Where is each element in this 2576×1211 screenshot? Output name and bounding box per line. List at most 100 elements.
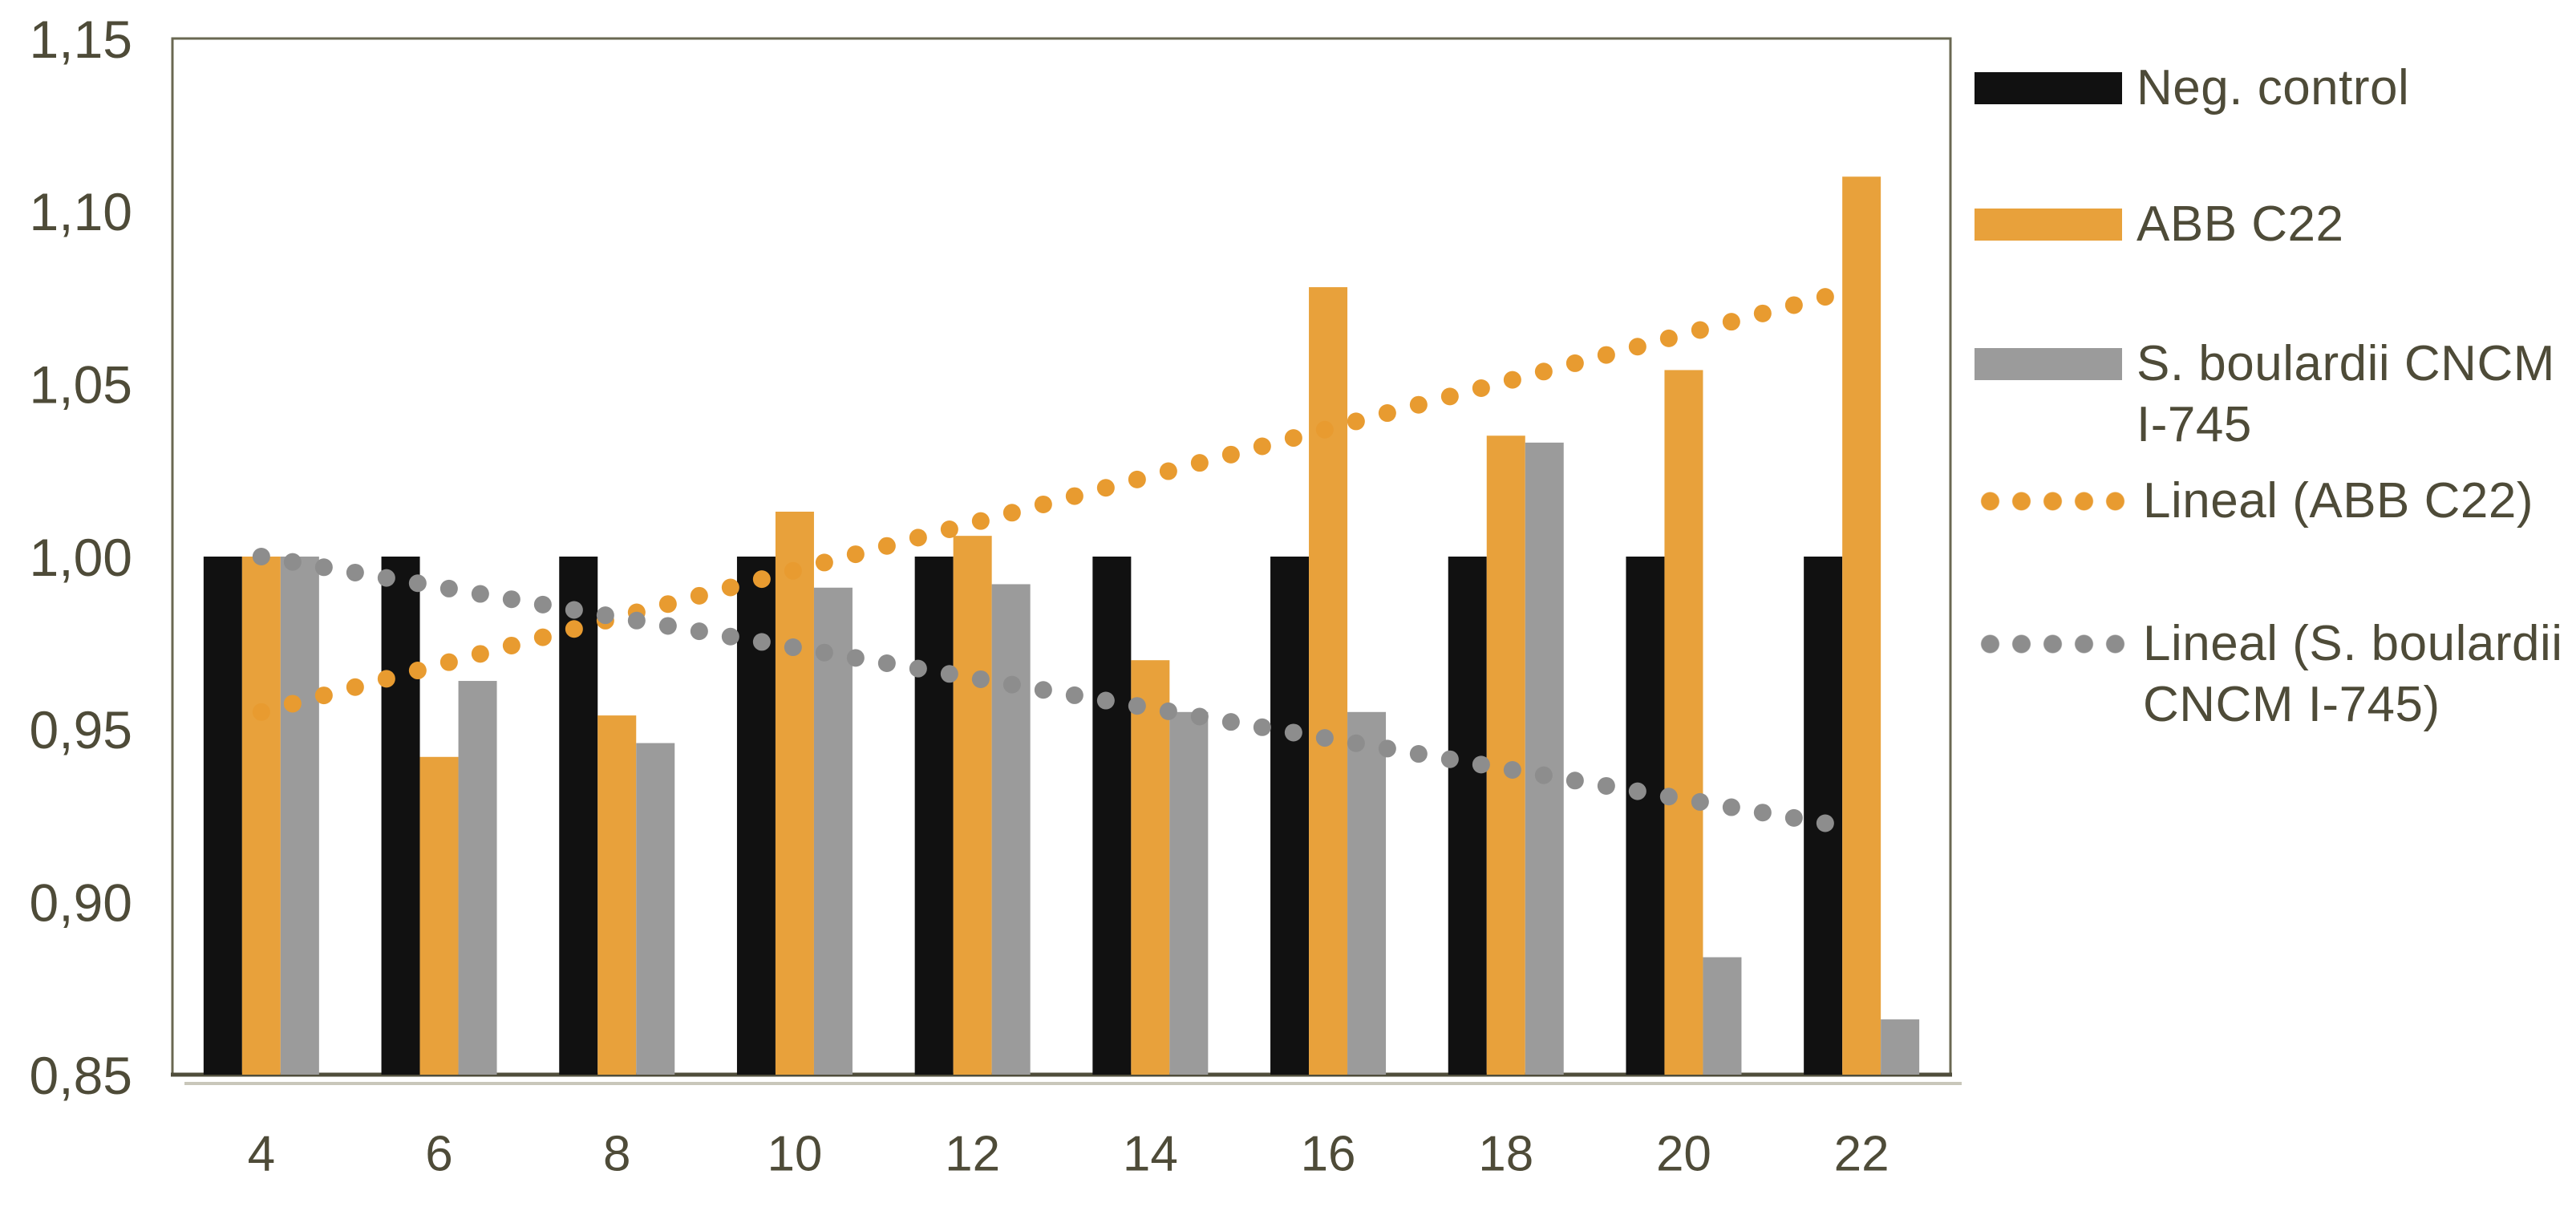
legend-swatch-abb-c22 [1975, 209, 2122, 241]
legend-item-lineal-abb-c22: Lineal (ABB C22) [1975, 471, 2533, 532]
trend-dot-lineal-abb-c22 [658, 595, 677, 614]
trend-dot-lineal-s-boulardii-cncm-i-745 [1409, 745, 1428, 763]
bar-s-boulardii-cncm-i-745-18 [1525, 442, 1564, 1075]
trend-dot-lineal-abb-c22 [971, 512, 990, 530]
trend-dot-lineal-s-boulardii-cncm-i-745 [565, 601, 583, 619]
trend-dot-lineal-s-boulardii-cncm-i-745 [971, 670, 990, 688]
legend-label-neg-control: Neg. control [2137, 60, 2410, 115]
y-tick-label: 0,90 [30, 873, 132, 932]
trend-dot-lineal-s-boulardii-cncm-i-745 [784, 638, 802, 657]
bar-neg-control-12 [914, 557, 954, 1075]
trend-dot-lineal-s-boulardii-cncm-i-745 [1753, 804, 1772, 822]
trend-dot-lineal-abb-c22 [1409, 395, 1428, 414]
trend-dot-lineal-s-boulardii-cncm-i-745 [1784, 808, 1803, 827]
trend-dot-lineal-s-boulardii-cncm-i-745 [1002, 675, 1021, 694]
bar-neg-control-6 [381, 557, 420, 1075]
y-tick-label: 1,00 [30, 528, 132, 587]
trend-dot-lineal-abb-c22 [721, 578, 739, 597]
trend-dot-lineal-abb-c22 [909, 529, 927, 547]
trend-dot-lineal-s-boulardii-cncm-i-745 [1284, 723, 1302, 742]
legend-label-line: Lineal (S. boulardii [2143, 616, 2563, 671]
trend-dot-lineal-s-boulardii-cncm-i-745 [377, 569, 395, 587]
trend-dot-lineal-abb-c22 [1722, 313, 1740, 331]
trend-dot-lineal-abb-c22 [471, 645, 489, 663]
trend-dot-lineal-s-boulardii-cncm-i-745 [1347, 734, 1365, 752]
y-tick-label: 1,05 [30, 354, 132, 414]
trend-dot-lineal-s-boulardii-cncm-i-745 [627, 611, 646, 630]
y-tick-label: 1,15 [30, 10, 132, 69]
trend-dot-lineal-s-boulardii-cncm-i-745 [1221, 713, 1240, 731]
trend-dot-lineal-s-boulardii-cncm-i-745 [1128, 697, 1146, 715]
x-tick-label: 12 [945, 1126, 1000, 1181]
trend-dot-lineal-abb-c22 [1472, 379, 1490, 397]
trend-dot-lineal-abb-c22 [1534, 362, 1553, 381]
trend-dot-lineal-s-boulardii-cncm-i-745 [1472, 755, 1490, 774]
trend-dot-lineal-abb-c22 [846, 545, 865, 564]
trend-dot-lineal-s-boulardii-cncm-i-745 [346, 563, 364, 581]
bar-s-boulardii-cncm-i-745-4 [280, 557, 319, 1075]
x-tick-label: 16 [1301, 1126, 1356, 1181]
bar-abb-c22-18 [1486, 435, 1525, 1075]
trend-dot-lineal-abb-c22 [1159, 462, 1177, 480]
trend-dot-lineal-abb-c22 [1253, 437, 1271, 456]
trend-dot-lineal-s-boulardii-cncm-i-745 [940, 665, 958, 683]
trend-dot-lineal-abb-c22 [877, 537, 896, 555]
legend-label-lineal-abb-c22: Lineal (ABB C22) [2143, 473, 2534, 529]
legend-swatch-s-boulardii [1975, 348, 2122, 380]
bar-s-boulardii-cncm-i-745-16 [1347, 711, 1387, 1075]
trend-dot-lineal-s-boulardii-cncm-i-745 [1597, 776, 1615, 795]
trend-dot-lineal-abb-c22 [1002, 504, 1021, 522]
trend-dot-lineal-s-boulardii-cncm-i-745 [752, 633, 771, 651]
trend-dot-lineal-abb-c22 [1347, 412, 1365, 431]
trend-dot-lineal-abb-c22 [439, 653, 458, 671]
trend-dot-lineal-abb-c22 [283, 695, 302, 713]
x-tick-label: 14 [1123, 1126, 1178, 1181]
trend-dot-lineal-s-boulardii-cncm-i-745 [1190, 707, 1209, 726]
trend-dot-lineal-s-boulardii-cncm-i-745 [1565, 772, 1584, 790]
bar-neg-control-4 [203, 557, 242, 1075]
trend-dot-lineal-abb-c22 [1284, 429, 1302, 448]
trend-dot-lineal-abb-c22 [1784, 296, 1803, 314]
trend-dot-lineal-abb-c22 [940, 520, 958, 539]
bar-abb-c22-4 [241, 557, 281, 1075]
trend-dot-lineal-s-boulardii-cncm-i-745 [1503, 761, 1521, 780]
legend-label-line: CNCM I-745) [2143, 677, 2440, 732]
legend-item-s-boulardii: S. boulardii CNCM I-745 [1975, 334, 2555, 456]
bar-abb-c22-8 [597, 715, 637, 1075]
trend-dot-lineal-abb-c22 [1065, 487, 1083, 505]
trend-dot-lineal-abb-c22 [314, 687, 333, 705]
trend-dot-lineal-abb-c22 [1753, 304, 1772, 322]
x-tick-label: 18 [1478, 1126, 1533, 1181]
legend-item-lineal-s-boulardii: Lineal (S. boulardii CNCM I-745) [1975, 614, 2563, 735]
trend-dot-lineal-s-boulardii-cncm-i-745 [1034, 681, 1052, 699]
legend-label-line: I-745 [2137, 397, 2252, 452]
trend-dot-lineal-abb-c22 [1816, 288, 1834, 306]
bar-neg-control-8 [559, 557, 598, 1075]
x-tick-label: 6 [425, 1126, 452, 1181]
trend-dot-lineal-s-boulardii-cncm-i-745 [252, 548, 270, 565]
trend-dot-lineal-abb-c22 [1597, 346, 1615, 364]
bar-s-boulardii-cncm-i-745-14 [1169, 711, 1209, 1075]
trend-dot-lineal-abb-c22 [752, 570, 771, 589]
x-tick-label: 4 [248, 1126, 275, 1181]
trend-dot-lineal-abb-c22 [502, 636, 520, 654]
legend-label-s-boulardii: S. boulardii CNCM I-745 [2137, 334, 2555, 456]
bar-abb-c22-10 [775, 512, 814, 1075]
trend-dot-lineal-s-boulardii-cncm-i-745 [1816, 814, 1834, 832]
bar-s-boulardii-cncm-i-745-22 [1881, 1019, 1920, 1075]
trend-dot-lineal-abb-c22 [1440, 387, 1459, 406]
x-tick-label: 22 [1834, 1126, 1889, 1181]
legend-label-lineal-s-boulardii: Lineal (S. boulardii CNCM I-745) [2143, 614, 2563, 735]
trend-dot-lineal-s-boulardii-cncm-i-745 [1659, 788, 1678, 806]
trend-dot-lineal-abb-c22 [690, 586, 708, 605]
trend-dot-lineal-abb-c22 [1503, 371, 1521, 389]
x-tick-label: 10 [767, 1126, 822, 1181]
trend-dot-lineal-abb-c22 [346, 678, 364, 696]
bar-neg-control-10 [736, 557, 776, 1075]
trend-dot-lineal-abb-c22 [1315, 420, 1334, 439]
trend-dot-lineal-abb-c22 [1190, 454, 1209, 472]
trend-dot-lineal-abb-c22 [533, 628, 552, 646]
trend-dot-lineal-abb-c22 [1628, 338, 1646, 356]
bar-neg-control-14 [1092, 557, 1132, 1075]
